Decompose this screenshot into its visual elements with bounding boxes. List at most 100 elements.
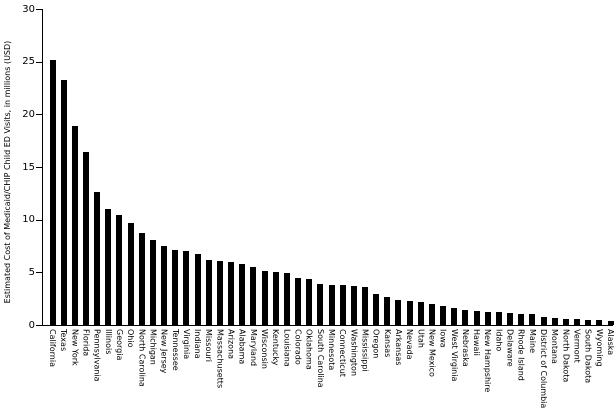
bar-illinois bbox=[105, 209, 112, 325]
y-tick-label: 30 bbox=[22, 3, 35, 15]
x-tick-label: West Virginia bbox=[449, 329, 459, 382]
y-tick-mark bbox=[36, 167, 42, 168]
x-tick-label: Nebraska bbox=[460, 329, 470, 367]
bar-tennessee bbox=[172, 250, 179, 325]
bar-wisconsin bbox=[261, 271, 268, 325]
bar-delaware bbox=[507, 313, 514, 325]
bar-texas bbox=[60, 79, 67, 325]
bar-mississippi bbox=[361, 287, 368, 325]
x-tick-label: Alabama bbox=[237, 329, 247, 365]
x-axis-line bbox=[42, 325, 613, 326]
bar-iowa bbox=[440, 306, 447, 325]
x-tick-label: District of Columbia bbox=[539, 329, 549, 409]
bar-district-of-columbia bbox=[540, 316, 547, 325]
x-tick-label: Georgia bbox=[114, 329, 124, 361]
bar-south-carolina bbox=[317, 283, 324, 325]
y-tick-mark bbox=[36, 272, 42, 274]
y-tick-label: 5 bbox=[28, 266, 35, 278]
y-tick-label: 10 bbox=[22, 214, 35, 226]
x-tick-label: Washington bbox=[349, 329, 359, 377]
x-tick-label: Florida bbox=[81, 329, 91, 357]
x-tick-label: New York bbox=[70, 329, 80, 366]
y-tick-label: 15 bbox=[22, 161, 35, 173]
x-tick-label: Idaho bbox=[494, 329, 504, 352]
bar-new-york bbox=[71, 125, 78, 325]
bar-indiana bbox=[194, 254, 201, 325]
bar-minnesota bbox=[328, 284, 335, 325]
x-tick-label: Virginia bbox=[181, 329, 191, 360]
x-tick-label: California bbox=[48, 329, 57, 367]
x-tick-label: South Carolina bbox=[315, 329, 325, 388]
bar-louisiana bbox=[283, 273, 290, 325]
y-tick-mark bbox=[36, 61, 42, 63]
x-tick-label: Massachusetts bbox=[215, 329, 225, 389]
x-tick-label: Hawaii bbox=[472, 329, 482, 356]
bar-rhode-island bbox=[518, 314, 525, 325]
x-tick-label: Montana bbox=[550, 329, 560, 364]
bar-kansas bbox=[384, 296, 391, 325]
x-tick-label: Indiana bbox=[193, 329, 203, 359]
x-tick-label: Minnesota bbox=[327, 329, 336, 371]
bar-arizona bbox=[228, 261, 235, 325]
x-tick-label: New Hampshire bbox=[483, 329, 493, 393]
x-tick-label: Vermont bbox=[572, 329, 582, 363]
bar-georgia bbox=[116, 215, 123, 325]
x-tick-label: Nevada bbox=[405, 329, 415, 360]
bar-north-carolina bbox=[138, 233, 145, 325]
x-tick-label: New Mexico bbox=[427, 329, 437, 377]
y-tick-mark bbox=[36, 9, 42, 10]
bar-nebraska bbox=[462, 310, 469, 325]
y-axis-line bbox=[42, 9, 43, 326]
x-tick-label: New Jersey bbox=[159, 329, 169, 374]
bar-virginia bbox=[183, 251, 190, 325]
y-tick-label: 20 bbox=[22, 108, 35, 120]
y-tick-mark bbox=[36, 219, 42, 221]
bar-idaho bbox=[495, 312, 502, 325]
bar-maine bbox=[529, 314, 536, 325]
bar-massachusetts bbox=[216, 260, 223, 325]
bar-west-virginia bbox=[451, 308, 458, 325]
bar-arkansas bbox=[395, 299, 402, 325]
x-tick-label: Oregon bbox=[371, 329, 381, 359]
x-tick-label: Delaware bbox=[505, 329, 515, 367]
x-tick-label: Arizona bbox=[226, 329, 236, 360]
x-tick-label: Kentucky bbox=[271, 329, 281, 366]
y-tick-label: 0 bbox=[28, 319, 35, 331]
bar-michigan bbox=[149, 239, 156, 325]
x-tick-label: South Dakota bbox=[583, 329, 593, 384]
x-tick-label: Maine bbox=[527, 329, 537, 354]
x-tick-label: Michigan bbox=[148, 329, 158, 365]
bar-ohio bbox=[127, 222, 134, 325]
bar-missouri bbox=[205, 259, 212, 325]
x-tick-label: Iowa bbox=[438, 329, 448, 348]
y-tick-mark bbox=[36, 325, 42, 326]
bar-alabama bbox=[239, 263, 246, 325]
bar-washington bbox=[350, 286, 357, 325]
bar-vermont bbox=[574, 318, 581, 325]
bar-oklahoma bbox=[306, 278, 313, 325]
x-tick-label: Mississippi bbox=[360, 329, 370, 372]
x-tick-label: North Carolina bbox=[137, 329, 147, 387]
bar-new-mexico bbox=[428, 303, 435, 325]
bar-south-dakota bbox=[585, 319, 592, 325]
bar-connecticut bbox=[339, 284, 346, 325]
x-tick-label: Texas bbox=[59, 329, 69, 352]
bar-nevada bbox=[406, 300, 413, 325]
x-tick-label: Oklahoma bbox=[304, 329, 314, 370]
x-tick-label: Connecticut bbox=[338, 329, 348, 377]
x-tick-label: Wyoming bbox=[594, 329, 604, 367]
bar-new-hampshire bbox=[484, 312, 491, 325]
bar-pennsylvania bbox=[94, 192, 101, 325]
x-tick-label: Wisconsin bbox=[260, 329, 270, 369]
bar-alaska bbox=[607, 320, 614, 325]
x-tick-label: Maryland bbox=[248, 329, 258, 367]
x-tick-label: Ohio bbox=[126, 329, 136, 348]
bar-wyoming bbox=[596, 319, 603, 325]
bar-oregon bbox=[373, 294, 380, 325]
x-tick-label: Rhode Island bbox=[516, 329, 526, 381]
x-tick-label: Pennsylvania bbox=[92, 329, 102, 382]
bar-maryland bbox=[250, 267, 257, 325]
x-tick-label: Arkansas bbox=[393, 329, 403, 366]
